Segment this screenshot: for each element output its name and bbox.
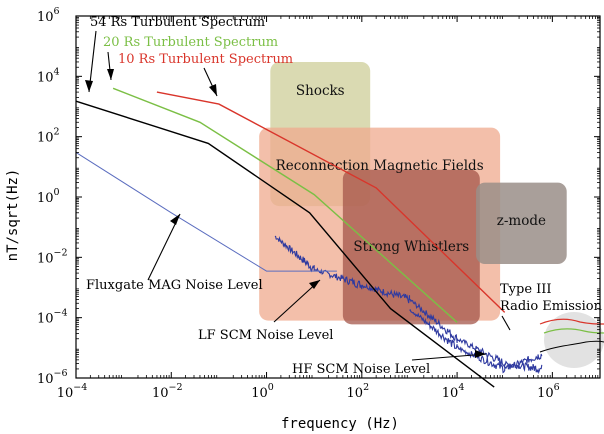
y-tick-label: 10−6 [37,368,68,387]
regions-layer: Shocks Reconnection Magnetic Fields Strong… [259,61,567,325]
region-label-z-mode: z-mode [497,213,546,229]
y-tick-label: 104 [37,66,60,85]
x-tick-label: 100 [251,382,274,401]
annotation-10rs: 10 Rs Turbulent Spectrum [118,52,293,67]
series-lf-scm-noise-level [274,235,543,375]
y-tick-label: 102 [37,127,60,146]
region-label-reconnection-magnetic-fields: Reconnection Magnetic Fields [276,158,484,174]
x-axis-label: frequency (Hz) [281,416,399,432]
annotation-arrowheads [85,69,486,358]
x-tick-label: 106 [537,382,560,401]
annotation-20rs: 20 Rs Turbulent Spectrum [103,35,278,50]
y-tick-label: 10−2 [37,247,68,266]
annotation-type-iii: Type III [500,282,552,297]
arrow-hf-scm [411,353,487,361]
region-label-strong-whistlers: Strong Whistlers [353,239,469,255]
annotation-radio-emission: Radio Emission [500,299,603,314]
x-tick-label: 10−2 [152,382,183,401]
series-20-rs-turbulent-spectrum [112,87,458,323]
annotation-lf-scm: LF SCM Noise Level [198,328,333,343]
arrow-fluxgate [147,213,181,281]
type-iii-radio-emission-glyph [539,312,604,368]
region-strong-whistlers [342,169,480,325]
series-fluxgate-mag-noise-level [75,151,337,272]
x-tick-label: 104 [442,382,465,401]
y-tick-label: 100 [37,187,60,206]
x-tick-label: 10−4 [57,382,88,401]
annotation-fluxgate: Fluxgate MAG Noise Level [86,278,263,293]
series-54-rs-turbulent-spectrum [75,100,495,388]
series-hf-scm-noise-level [409,309,543,374]
arrow-radio [501,315,511,331]
y-axis-label: nT/sqrt(Hz) [5,169,21,262]
y-tick-label: 106 [37,6,60,25]
series-layer [75,87,543,388]
region-z-mode [476,182,567,265]
annotation-hf-scm: HF SCM Noise Level [292,362,430,377]
y-tick-label: 10−4 [37,308,68,327]
x-tick-label: 102 [347,382,370,401]
annotation-54rs: 54 Rs Turbulent Spectrum [90,15,265,30]
region-label-shocks: Shocks [296,83,345,99]
series-10-rs-turbulent-spectrum [156,91,506,313]
